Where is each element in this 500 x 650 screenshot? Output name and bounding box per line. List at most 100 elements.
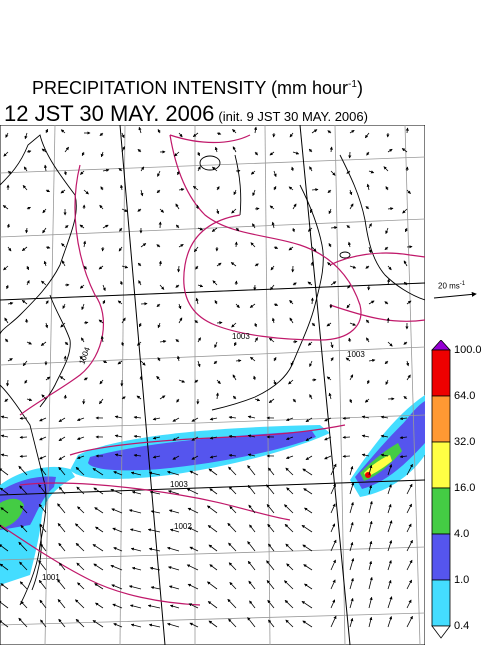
wind-vector: [232, 374, 237, 381]
wind-vector: [342, 416, 351, 420]
wind-vector: [197, 360, 201, 368]
wind-vector: [130, 547, 142, 552]
wind-vector: [253, 126, 258, 134]
wind-vector: [39, 599, 47, 609]
wind-vector: [303, 564, 313, 571]
wind-vector: [194, 320, 199, 324]
wind-vector: [43, 260, 47, 267]
wind-vector: [254, 263, 259, 267]
wind-vector: [166, 622, 180, 628]
wind-vector: [209, 564, 218, 571]
wind-vector: [266, 503, 275, 514]
wind-vector: [207, 525, 218, 533]
wind-vector: [268, 467, 275, 476]
wind-vector: [364, 398, 370, 403]
wind-vector: [76, 486, 85, 495]
wind-vector: [140, 360, 146, 366]
wind-vector: [42, 227, 47, 234]
wind-vector: [368, 246, 372, 254]
wind-vector: [187, 583, 199, 590]
wind-vector: [92, 468, 104, 476]
wind-vector: [40, 467, 47, 476]
coast-north-asia: [0, 134, 77, 336]
wind-vector: [330, 579, 336, 590]
wind-vector: [228, 486, 237, 495]
wind-vector: [247, 434, 256, 438]
wind-vector: [38, 503, 47, 514]
wind-vector: [266, 579, 275, 590]
wind-vector: [366, 337, 370, 343]
wind-vector: [2, 205, 9, 210]
wind-vector: [216, 131, 222, 135]
wind-vector: [150, 586, 161, 590]
wind-vector: [121, 396, 126, 400]
colorbar-segment: [431, 487, 451, 535]
isobar-label: 1003: [232, 332, 250, 341]
colorbar-segment: [431, 579, 451, 627]
wind-vector: [42, 208, 47, 214]
wind-vector: [38, 484, 47, 495]
wind-vector: [22, 360, 28, 367]
wind-vector: [75, 466, 85, 476]
wind-vector: [45, 128, 49, 134]
coast-japan: [211, 184, 324, 411]
isobar-1003-central: [169, 134, 362, 341]
wind-vector: [118, 246, 123, 252]
wind-vector: [178, 188, 185, 192]
wind-vector: [25, 227, 29, 234]
wind-vector: [61, 243, 66, 248]
wind-vector: [193, 246, 199, 253]
wind-vector: [214, 341, 218, 348]
wind-vector: [401, 148, 408, 153]
wind-vector: [289, 317, 294, 324]
wind-vector: [273, 186, 277, 191]
wind-vector: [211, 227, 218, 232]
wind-vector: [387, 341, 393, 347]
wind-vector: [192, 132, 199, 138]
wind-vector: [330, 559, 336, 571]
wind-vector: [7, 170, 12, 174]
wind-vector: [188, 603, 199, 609]
wind-vector: [81, 151, 85, 157]
wind-vector: [211, 166, 218, 172]
wind-vector: [406, 539, 413, 552]
wind-vector: [110, 488, 123, 495]
wind-vector: [346, 303, 351, 309]
wind-vector: [120, 280, 124, 286]
wind-vector: [247, 617, 256, 628]
isobar-1001: [0, 524, 201, 606]
wind-vector: [309, 208, 313, 214]
wind-vector: [94, 507, 104, 514]
wind-vector: [234, 241, 238, 248]
wind-vector: [231, 208, 237, 214]
wind-vector: [40, 619, 47, 628]
wind-vector: [191, 436, 199, 441]
wind-vector: [57, 503, 66, 514]
wind-vector: [387, 148, 393, 153]
wind-vector: [234, 341, 237, 347]
wind-vector: [157, 129, 161, 134]
wind-vector: [266, 560, 275, 571]
wind-vector: [60, 129, 66, 134]
wind-vector: [268, 543, 275, 552]
wind-vector: [349, 597, 354, 609]
wind-vector: [187, 507, 199, 514]
wind-vector: [131, 566, 142, 571]
wind-vector: [365, 206, 370, 210]
wind-vector: [178, 132, 183, 138]
wind-vector: [368, 170, 375, 174]
wind-vector: [0, 507, 9, 514]
wind-vector: [57, 598, 66, 609]
wind-vector: [39, 455, 47, 460]
wind-vector: [330, 463, 337, 476]
wind-vector: [175, 224, 180, 229]
wind-vector: [368, 484, 373, 495]
wind-vector: [0, 468, 9, 476]
wind-vector: [269, 151, 275, 156]
wind-vector: [349, 557, 355, 571]
wind-vector: [399, 454, 408, 459]
wind-vector: [79, 284, 85, 289]
wind-vector: [82, 398, 86, 405]
wind-vector: [308, 148, 313, 153]
wind-vector: [114, 415, 123, 419]
